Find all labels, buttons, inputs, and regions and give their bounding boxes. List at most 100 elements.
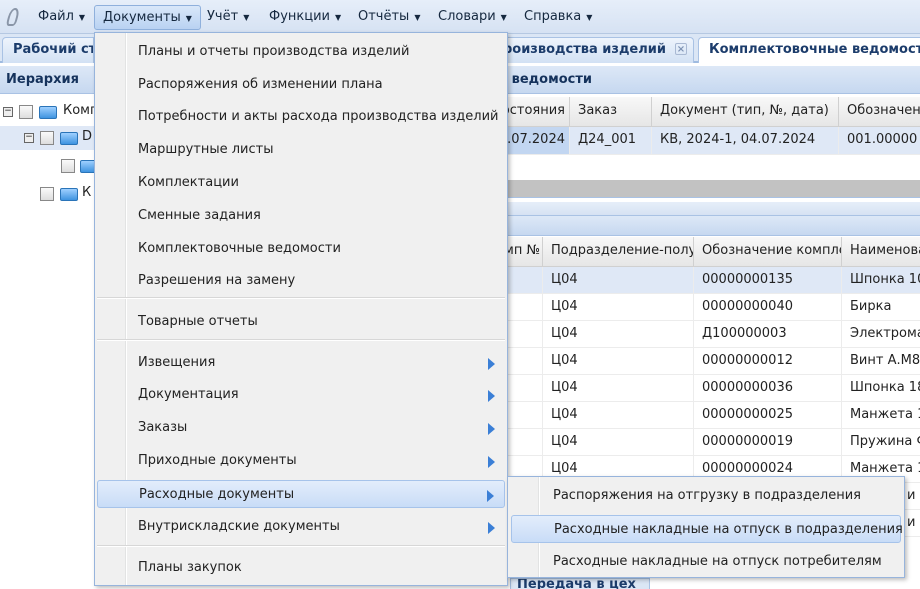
menu-label: Отчёты (358, 9, 410, 24)
menu-separator (97, 297, 505, 299)
tree-node[interactable]: − D (0, 126, 94, 150)
menu-item[interactable]: Планы и отчеты производства изделий (97, 38, 505, 66)
checkbox[interactable] (40, 187, 54, 201)
table-cell: 00000000040 (694, 294, 842, 320)
caret-down-icon: ▼ (334, 13, 342, 22)
table-row[interactable]: 04.07.2024 Д24_001 КВ, 2024-1, 04.07.202… (508, 127, 920, 155)
caret-down-icon: ▼ (243, 13, 250, 22)
menu-documents[interactable]: Документы ▼ (94, 5, 201, 30)
collapse-icon[interactable]: − (3, 106, 13, 117)
menu-functions[interactable]: Функции ▼ (261, 5, 349, 30)
submenu-arrow-icon (488, 522, 495, 534)
submenu-item[interactable]: Расходные накладные на отпуск потребител… (511, 548, 901, 576)
table-cell: Ц04 (543, 267, 694, 293)
table-cell: Винт А.М8 (842, 348, 920, 374)
menu-separator (97, 339, 505, 341)
submenu-arrow-icon (488, 390, 495, 402)
table-cell: Бирка (842, 294, 920, 320)
column-header[interactable]: Заказ (570, 97, 652, 126)
tree-node[interactable]: К (0, 182, 94, 206)
lower-panel-toolbar (508, 202, 920, 216)
submenu-item[interactable]: Расходные накладные на отпуск в подразде… (511, 515, 903, 543)
menu-item[interactable]: Приходные документы (97, 447, 505, 475)
checkbox[interactable] (40, 131, 54, 145)
tab-kit-sheets[interactable]: Комплектовочные ведомости (698, 37, 920, 63)
tree-node[interactable] (0, 154, 94, 178)
submenu-arrow-icon (488, 456, 495, 468)
tree-label: К (82, 185, 92, 200)
column-header[interactable]: Обозначение комплектующего (694, 237, 842, 266)
menu-item-label: Расходные накладные на отпуск потребител… (553, 554, 882, 569)
menu-dictionaries[interactable]: Словари ▼ (430, 5, 515, 30)
table-row[interactable]: Ц04 00000000036 Шпонка 18 (508, 375, 920, 402)
menu-item[interactable]: Комплектовочные ведомости (97, 235, 505, 263)
menu-item[interactable]: Комплектации (97, 169, 505, 197)
menu-item-label: Планы закупок (138, 560, 242, 575)
splitter[interactable] (508, 180, 920, 198)
menu-bar: Файл ▼ Документы ▼ Учёт ▼ Функции ▼ Отчёты ▼ … (0, 0, 920, 34)
menu-file[interactable]: Файл ▼ (30, 5, 93, 30)
menu-item[interactable]: Внутрискладские документы (97, 513, 505, 541)
table-row[interactable]: Ц04 00000000135 Шпонка 10 (508, 267, 920, 294)
column-header[interactable]: Наименование (842, 237, 920, 266)
menu-item[interactable]: Распоряжения об изменении плана (97, 71, 505, 99)
menu-item[interactable]: Планы закупок (97, 554, 505, 582)
caret-down-icon: ▼ (185, 14, 192, 23)
menu-accounting[interactable]: Учёт ▼ (199, 5, 257, 30)
hierarchy-panel-header: Иерархия (0, 66, 94, 94)
table-cell (508, 294, 543, 320)
table-row[interactable]: Ц04 00000000019 Пружина Ф (508, 429, 920, 456)
checkbox[interactable] (61, 159, 75, 173)
table-cell: 00000000036 (694, 375, 842, 401)
menu-item[interactable]: Потребности и акты расхода производства … (97, 103, 505, 131)
bottom-tab-transfer[interactable]: Передача в цех (510, 578, 650, 589)
column-header[interactable]: Обозначение (839, 97, 920, 126)
menu-item[interactable]: Извещения (97, 349, 505, 377)
collapse-icon[interactable]: − (24, 132, 34, 143)
checkbox[interactable] (19, 105, 33, 119)
menu-help[interactable]: Справка ▼ (516, 5, 600, 30)
column-header[interactable]: Дата смены состояния (508, 97, 570, 126)
menu-label: Документы (103, 10, 181, 25)
tab-desktop[interactable]: Рабочий стол (2, 37, 94, 63)
menu-item[interactable]: Сменные задания (97, 202, 505, 230)
tab-production-plans[interactable]: Планы и отчеты производства изделий × (508, 37, 694, 63)
table-cell: 00000000135 (694, 267, 842, 293)
kit-sheets-panel-header: Комплектовочные ведомости (508, 66, 920, 94)
menu-item-label: Товарные отчеты (138, 314, 258, 329)
submenu-arrow-icon (487, 490, 494, 502)
submenu-item[interactable]: Распоряжения на отгрузку в подразделения (511, 482, 901, 510)
table-cell (508, 348, 543, 374)
close-icon[interactable]: × (675, 43, 687, 55)
table-cell: Д100000003 (694, 321, 842, 347)
menu-item[interactable]: Разрешения на замену (97, 267, 505, 295)
menu-item[interactable]: Расходные документы (97, 480, 505, 508)
menu-reports[interactable]: Отчёты ▼ (350, 5, 428, 30)
menu-label: Файл (38, 9, 74, 24)
table-row[interactable]: Ц04 00000000025 Манжета 1 (508, 402, 920, 429)
menu-item[interactable]: Маршрутные листы (97, 136, 505, 164)
table-cell: Манжета 1 (842, 456, 920, 482)
menu-item-label: Извещения (138, 355, 216, 370)
menu-item-label: Расходные накладные на отпуск в подразде… (554, 522, 903, 537)
folder-icon (80, 160, 94, 173)
app-logo-icon (5, 8, 21, 26)
column-header[interactable]: Подразделение-получатель (543, 237, 694, 266)
menu-item[interactable]: Заказы (97, 414, 505, 442)
table-row[interactable]: Ц04Д100000003Электромагнит (508, 321, 920, 348)
table-row[interactable]: Ц04 00000000040 Бирка (508, 294, 920, 321)
table-cell: Д24_001 (570, 127, 652, 154)
menu-item[interactable]: Документация (97, 381, 505, 409)
outgoing-documents-submenu: Распоряжения на отгрузку в подразделения… (507, 476, 905, 578)
table-cell: 04.07.2024 (508, 127, 570, 154)
menu-item-label: Расходные документы (139, 487, 295, 502)
tree-node[interactable]: − Комплектовочные ведомости (0, 100, 94, 124)
table-cell: 00000000024 (694, 456, 842, 482)
menu-item-label: Комплектовочные ведомости (138, 241, 341, 256)
table-row[interactable]: Ц04 00000000012 Винт А.М8 (508, 348, 920, 375)
column-header[interactable]: № комп. (508, 237, 543, 266)
menu-item[interactable]: Товарные отчеты (97, 308, 505, 336)
submenu-arrow-icon (488, 423, 495, 435)
column-header[interactable]: Документ (тип, №, дата) (652, 97, 839, 126)
table-cell (508, 267, 543, 293)
